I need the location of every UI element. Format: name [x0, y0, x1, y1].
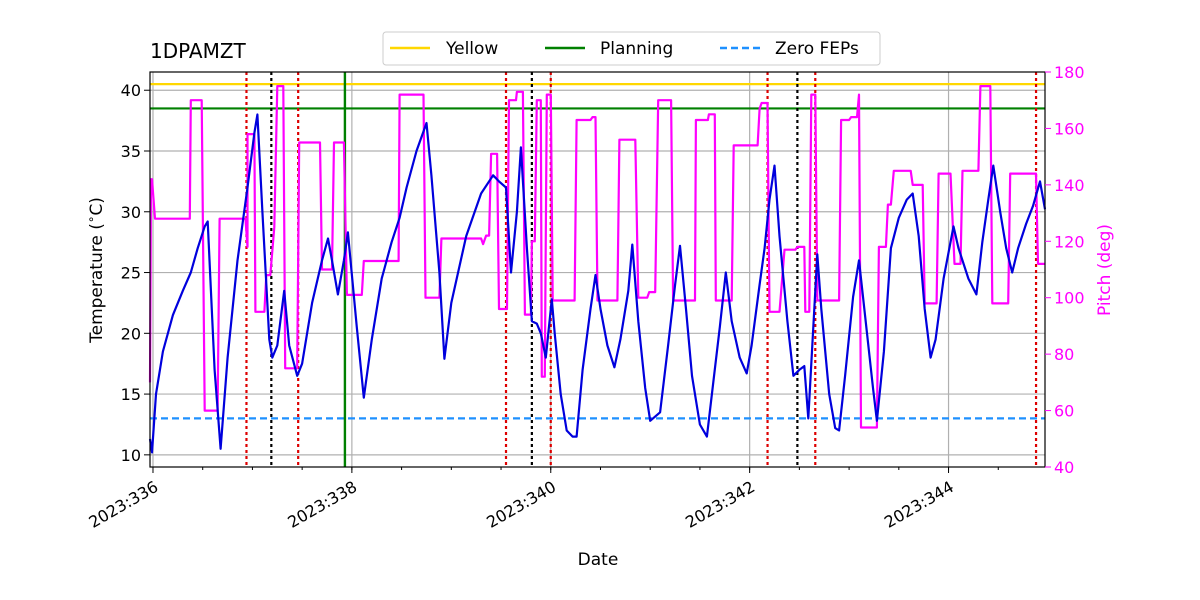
event-lines — [245, 72, 1038, 467]
legend: Yellow Planning Zero FEPs — [382, 31, 881, 66]
y-right-tick-label: 40 — [1054, 458, 1074, 477]
y-right-tick-label: 100 — [1054, 289, 1085, 308]
series — [148, 84, 1047, 454]
y-left-tick-label: 10 — [121, 446, 141, 465]
y-left-tick-label: 30 — [121, 203, 141, 222]
x-tick-label: 2023:342 — [682, 477, 758, 532]
legend-label-zero-feps: Zero FEPs — [775, 39, 859, 59]
y-right-tick-label: 120 — [1054, 232, 1085, 251]
y-right-tick-label: 180 — [1054, 63, 1085, 82]
legend-box — [382, 31, 881, 66]
chart-title: 1DPAMZT — [150, 39, 247, 63]
y-right-tick-label: 60 — [1054, 402, 1074, 421]
y-axis-label-left: Temperature (∘C) — [84, 197, 107, 344]
series-pitch — [148, 84, 1045, 429]
x-tick-label: 2023:340 — [483, 477, 559, 532]
legend-label-yellow: Yellow — [445, 39, 498, 59]
y-right-tick-label: 140 — [1054, 176, 1085, 195]
y-left-tick-label: 20 — [121, 324, 141, 343]
y-axis-label-left-degree: ∘ — [84, 216, 98, 224]
plot-frame — [149, 71, 1046, 468]
x-tick-label: 2023:338 — [284, 477, 360, 532]
x-tick-label: 2023:336 — [85, 477, 161, 532]
y-right-tick-label: 160 — [1054, 119, 1085, 138]
y-left-tick-label: 15 — [121, 385, 141, 404]
series-temperature — [148, 113, 1047, 454]
axis-ticks: 10 15 20 25 30 35 40 40 60 80 100 120 140 160 180 2023:… — [85, 63, 1084, 532]
y-axis-label-left-prefix: Temperature ( — [87, 223, 107, 344]
y-axis-label-left-suffix: C) — [87, 197, 107, 216]
y-right-tick-label: 80 — [1054, 345, 1074, 364]
y-axis-label-right: Pitch (deg) — [1095, 224, 1115, 316]
legend-label-planning: Planning — [600, 39, 673, 59]
x-tick-label: 2023:344 — [881, 477, 957, 532]
x-axis-label: Date — [578, 550, 619, 570]
y-left-tick-label: 40 — [121, 81, 141, 100]
y-left-tick-label: 35 — [121, 142, 141, 161]
y-left-tick-label: 25 — [121, 264, 141, 283]
